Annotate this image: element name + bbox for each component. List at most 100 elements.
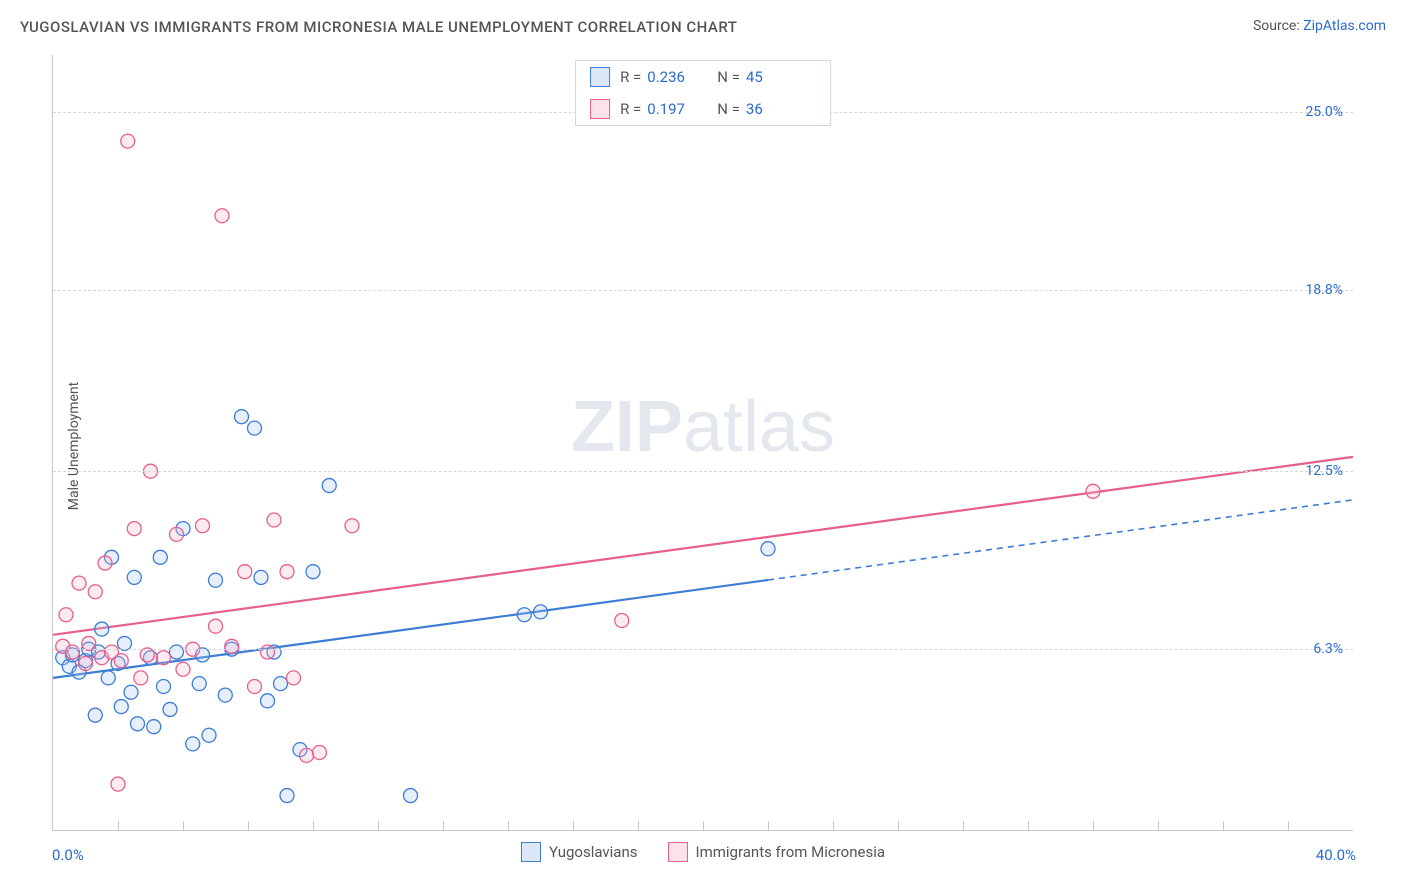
legend-n-label: N = [717,100,740,118]
scatter-point [79,657,93,671]
scatter-point [196,519,210,533]
legend-swatch [590,99,610,119]
source-prefix: Source: [1253,18,1300,34]
scatter-point [101,671,115,685]
legend-r-label: R = [620,68,641,86]
scatter-point [157,679,171,693]
scatter-point [88,708,102,722]
chart-title: YUGOSLAVIAN VS IMMIGRANTS FROM MICRONESI… [20,18,737,36]
x-tick [1028,821,1029,831]
scatter-point [248,421,262,435]
legend-series-item: Yugoslavians [521,842,638,862]
scatter-point [72,576,86,590]
legend-r-value: 0.197 [647,100,699,118]
scatter-point [615,613,629,627]
source-link[interactable]: ZipAtlas.com [1303,18,1386,34]
scatter-point [95,622,109,636]
legend-series: Yugoslavians Immigrants from Micronesia [521,842,885,862]
scatter-point [121,134,135,148]
x-tick [768,821,769,831]
trend-line-dashed [768,500,1353,580]
scatter-point [202,728,216,742]
x-tick [963,821,964,831]
plot-svg [53,55,1353,830]
x-tick [703,821,704,831]
x-tick [1223,821,1224,831]
scatter-point [254,570,268,584]
scatter-point [287,671,301,685]
scatter-point [218,688,232,702]
scatter-point [209,619,223,633]
legend-n-label: N = [717,68,740,86]
scatter-point [131,717,145,731]
x-tick [573,821,574,831]
x-tick [638,821,639,831]
x-tick [508,821,509,831]
scatter-point [1086,484,1100,498]
trend-line [53,457,1353,635]
gridline [53,471,1353,472]
x-tick [898,821,899,831]
x-tick [1158,821,1159,831]
scatter-point [98,556,112,570]
scatter-point [170,645,184,659]
scatter-point [114,700,128,714]
scatter-point [322,479,336,493]
x-tick [443,821,444,831]
legend-series-item: Immigrants from Micronesia [668,842,886,862]
scatter-point [127,522,141,536]
scatter-point [209,573,223,587]
scatter-point [192,677,206,691]
scatter-point [261,694,275,708]
scatter-point [124,685,138,699]
x-tick [313,821,314,831]
legend-n-value: 36 [746,100,798,118]
y-tick-label: 6.3% [1313,641,1343,657]
plot-area: ZIPatlas 6.3%12.5%18.8%25.0% [52,55,1353,831]
legend-swatch [668,842,688,862]
y-tick-label: 12.5% [1305,463,1343,479]
scatter-point [225,639,239,653]
scatter-point [59,608,73,622]
scatter-point [147,720,161,734]
scatter-point [248,679,262,693]
legend-corr-row: R = 0.236 N = 45 [576,61,830,93]
scatter-point [127,570,141,584]
scatter-point [215,209,229,223]
scatter-point [235,410,249,424]
scatter-point [111,777,125,791]
legend-swatch [590,67,610,87]
scatter-point [176,662,190,676]
scatter-point [345,519,359,533]
scatter-point [170,527,184,541]
legend-r-value: 0.236 [647,68,699,86]
source-label: Source: ZipAtlas.com [1253,18,1386,34]
legend-n-value: 45 [746,68,798,86]
scatter-point [404,789,418,803]
legend-series-label: Yugoslavians [549,843,638,861]
x-tick [1093,821,1094,831]
scatter-point [306,565,320,579]
x-axis-max-label: 40.0% [1316,846,1356,864]
x-tick [833,821,834,831]
scatter-point [517,608,531,622]
scatter-point [157,651,171,665]
y-tick-label: 18.8% [1305,282,1343,298]
scatter-point [761,542,775,556]
scatter-point [153,550,167,564]
scatter-point [261,645,275,659]
scatter-point [267,513,281,527]
scatter-point [534,605,548,619]
scatter-point [114,654,128,668]
scatter-point [280,565,294,579]
scatter-point [280,789,294,803]
legend-corr-row: R = 0.197 N = 36 [576,93,830,125]
scatter-point [238,565,252,579]
scatter-point [186,737,200,751]
scatter-point [163,702,177,716]
x-tick [118,821,119,831]
gridline [53,649,1353,650]
scatter-point [274,677,288,691]
legend-series-label: Immigrants from Micronesia [696,843,886,861]
legend-r-label: R = [620,100,641,118]
